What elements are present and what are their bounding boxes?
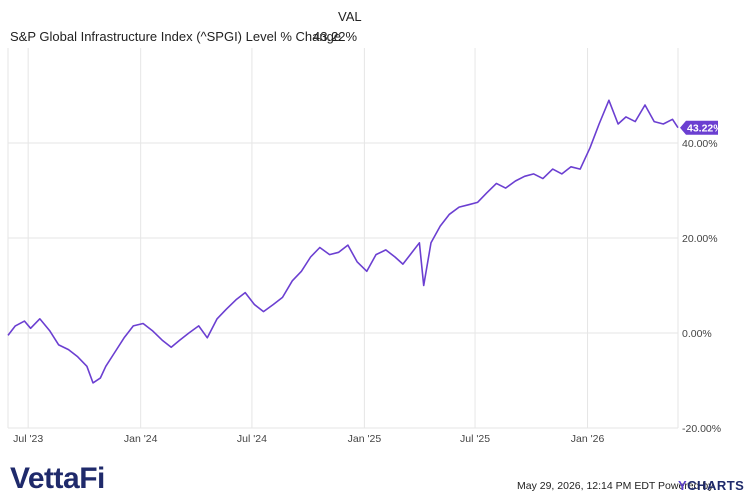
ycharts-logo: YCHARTS — [678, 478, 745, 493]
end-label-text: 43.22% — [687, 123, 723, 135]
y-tick-label: 20.00% — [682, 233, 718, 245]
end-label-box — [680, 120, 718, 135]
x-tick-label: Jan '25 — [348, 433, 382, 445]
x-tick-label: Jan '24 — [124, 433, 158, 445]
x-tick-label: Jul '25 — [460, 433, 490, 445]
x-tick-label: Jul '24 — [237, 433, 267, 445]
vettafi-logo: VettaFi — [10, 462, 105, 495]
y-tick-label: 40.00% — [682, 138, 718, 150]
x-axis: Jul '23 Jan '24 Jul '24 Jan '25 Jul '25 Jan '… — [13, 433, 604, 445]
end-value-label: 43.22% — [680, 120, 723, 135]
y-tick-label: 0.00% — [682, 328, 712, 340]
series-line — [7, 99, 679, 384]
x-tick-label: Jul '23 — [13, 433, 43, 445]
line-chart: Jul '23 Jan '24 Jul '24 Jan '25 Jul '25 Jan '… — [7, 48, 723, 445]
y-axis: -20.00% 0.00% 20.00% 40.00% — [682, 138, 721, 435]
footer-timestamp: May 29, 2026, 12:14 PM EDT Powered by — [517, 480, 714, 492]
legend-header: VAL — [338, 9, 362, 24]
x-tick-label: Jan '26 — [571, 433, 605, 445]
legend-series-value: 43.22% — [313, 29, 358, 44]
legend-series-name: S&P Global Infrastructure Index (^SPGI) … — [10, 29, 342, 44]
y-tick-label: -20.00% — [682, 423, 721, 435]
grid — [7, 48, 679, 429]
